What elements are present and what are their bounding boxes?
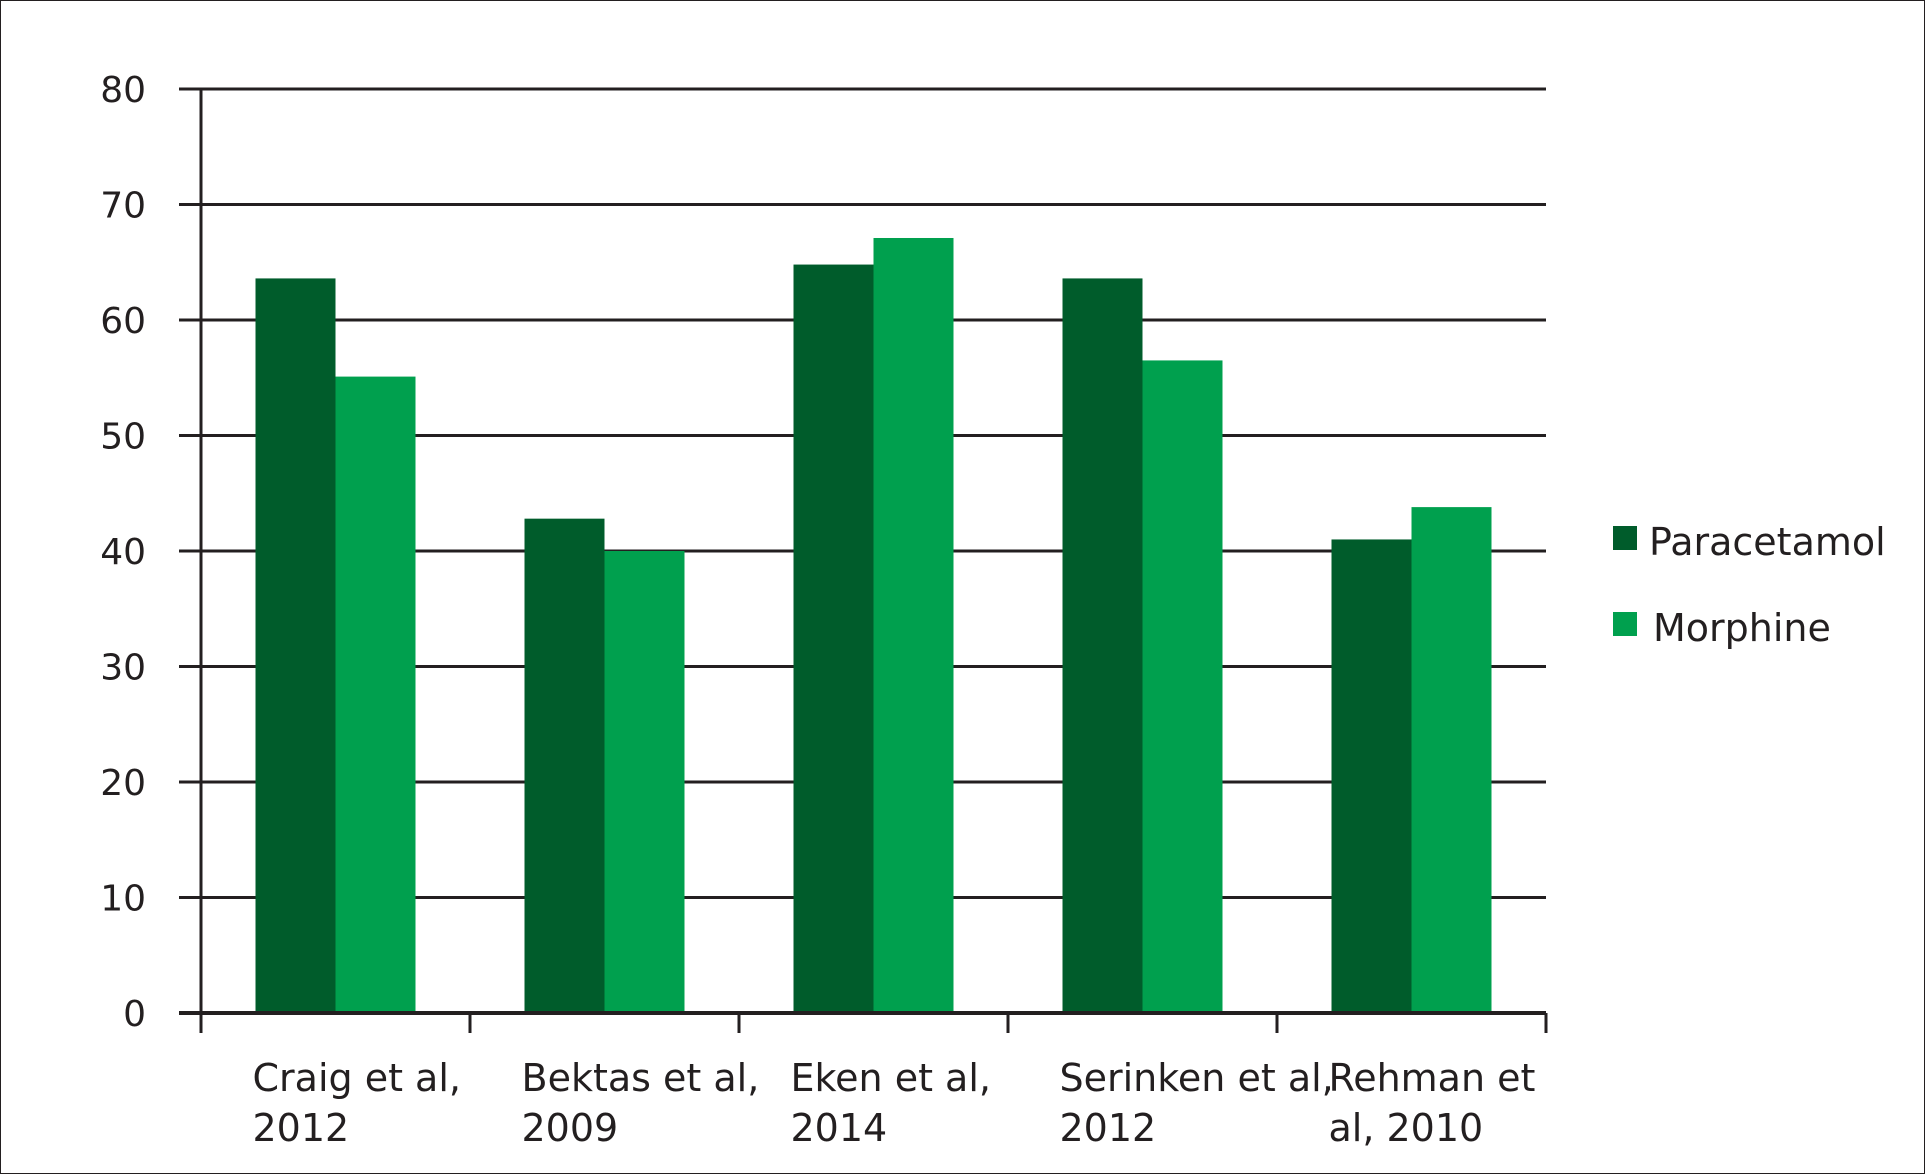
y-tick-label: 20 xyxy=(100,763,146,804)
x-category-label: Serinken et al, xyxy=(1060,1056,1334,1100)
legend-label-paracetamol: Paracetamol xyxy=(1649,520,1886,564)
legend-swatch-paracetamol xyxy=(1613,526,1637,550)
bar-paracetamol xyxy=(1331,539,1412,1013)
x-category-label: 2012 xyxy=(1060,1106,1157,1150)
y-tick-label: 30 xyxy=(100,648,146,689)
x-category-label: 2009 xyxy=(522,1106,619,1150)
x-category-label: 2012 xyxy=(253,1106,350,1150)
bars xyxy=(255,237,1492,1014)
bar-morphine xyxy=(335,376,416,1014)
y-tick-label: 70 xyxy=(100,186,146,227)
axis-labels: 0 10 20 30 40 50 60 70 80 Craig et al, 2012 Bektas … xyxy=(100,70,1535,1150)
bar-morphine xyxy=(1411,507,1492,1013)
bar-paracetamol xyxy=(255,278,336,1013)
y-tick-label: 0 xyxy=(123,994,146,1035)
x-category-label: Bektas et al, xyxy=(522,1056,760,1100)
legend-swatch-morphine xyxy=(1613,612,1637,636)
x-category-label: Craig et al, xyxy=(253,1056,461,1100)
y-tick-label: 10 xyxy=(100,879,146,920)
legend: Paracetamol Morphine xyxy=(1613,520,1886,650)
y-tick-label: 80 xyxy=(100,70,146,111)
y-tick-label: 50 xyxy=(100,417,146,458)
bar-morphine xyxy=(873,237,954,1013)
bar-paracetamol xyxy=(524,518,605,1013)
bar-morphine xyxy=(1142,360,1223,1013)
bar-paracetamol xyxy=(793,264,874,1013)
bar-morphine xyxy=(604,551,685,1013)
x-category-label: 2014 xyxy=(791,1106,888,1150)
bar-paracetamol xyxy=(1062,278,1143,1013)
x-category-label: Eken et al, xyxy=(791,1056,991,1100)
legend-label-morphine: Morphine xyxy=(1653,606,1831,650)
x-category-label: al, 2010 xyxy=(1329,1106,1484,1150)
y-tick-label: 60 xyxy=(100,301,146,342)
axes xyxy=(179,89,1548,1033)
x-category-label: Rehman et xyxy=(1329,1056,1536,1100)
y-tick-label: 40 xyxy=(100,532,146,573)
